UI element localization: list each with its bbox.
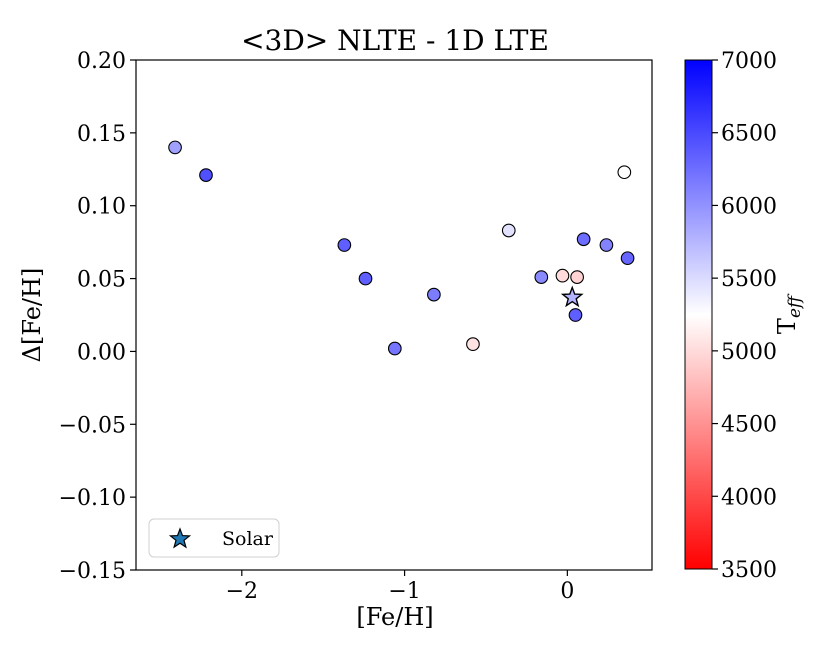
x-tick-label: −1	[388, 579, 420, 604]
colorbar-tick-label: 4500	[721, 413, 777, 438]
colorbar-label-sub: eff	[785, 293, 805, 318]
star-data-point	[466, 337, 480, 351]
x-axis-label: [Fe/H]	[356, 603, 433, 631]
star-data-point	[358, 271, 373, 286]
y-tick-label: 0.05	[77, 268, 126, 293]
legend-star-marker	[168, 527, 192, 549]
star-data-point	[599, 238, 614, 252]
star-data-point	[168, 140, 182, 155]
star-data-point	[534, 270, 549, 284]
legend-box	[148, 518, 280, 558]
star-data-point	[555, 268, 570, 283]
x-tick-label: 0	[560, 579, 574, 604]
data-points	[168, 140, 635, 356]
x-axis: −2 −1 0	[226, 570, 574, 604]
y-tick-label: 0.10	[77, 195, 126, 220]
x-tick-label: −2	[226, 579, 258, 604]
y-tick-label: −0.10	[59, 486, 126, 511]
star-data-point	[501, 223, 516, 238]
colorbar: 3500 4000 4500 5000 5500 6000 6500 7000 Teff	[684, 49, 805, 583]
colorbar-tick-label: 6500	[721, 122, 777, 147]
star-data-point	[337, 238, 352, 252]
chart-title: <3D> NLTE - 1D LTE	[241, 24, 549, 57]
legend-label-solar: Solar	[222, 528, 274, 550]
colorbar-tick-label: 5000	[721, 340, 777, 365]
solar-star-marker	[560, 285, 584, 308]
colorbar-label: Teff	[773, 293, 805, 334]
star-data-point	[427, 287, 441, 302]
star-data-point	[570, 270, 584, 284]
colorbar-tick-label: 7000	[721, 49, 777, 74]
plot-area	[135, 59, 653, 571]
colorbar-tick-label: 3500	[721, 558, 777, 583]
legend: Solar	[148, 518, 280, 558]
star-data-point	[568, 308, 583, 322]
star-data-point	[620, 251, 635, 266]
y-tick-label: 0.00	[77, 340, 126, 365]
y-axis-label: Δ[Fe/H]	[18, 268, 46, 363]
colorbar-ticks: 3500 4000 4500 5000 5500 6000 6500 7000	[712, 49, 777, 583]
star-data-point	[199, 168, 213, 182]
y-tick-label: 0.15	[77, 122, 126, 147]
y-axis: −0.15 −0.10 −0.05 0.00 0.05 0.10 0.15 0.20	[59, 49, 136, 584]
colorbar-tick-label: 5500	[721, 267, 777, 292]
colorbar-gradient	[684, 59, 713, 570]
star-data-point	[576, 232, 591, 247]
star-data-point	[387, 341, 402, 356]
colorbar-label-main: T	[773, 318, 801, 334]
y-tick-label: −0.05	[59, 413, 126, 438]
y-tick-label: 0.20	[77, 49, 126, 74]
colorbar-tick-label: 4000	[721, 485, 777, 510]
star-data-point	[617, 165, 632, 180]
y-tick-label: −0.15	[59, 559, 126, 584]
legend-solar-star-icon	[168, 527, 192, 549]
colorbar-tick-label: 6000	[721, 194, 777, 219]
